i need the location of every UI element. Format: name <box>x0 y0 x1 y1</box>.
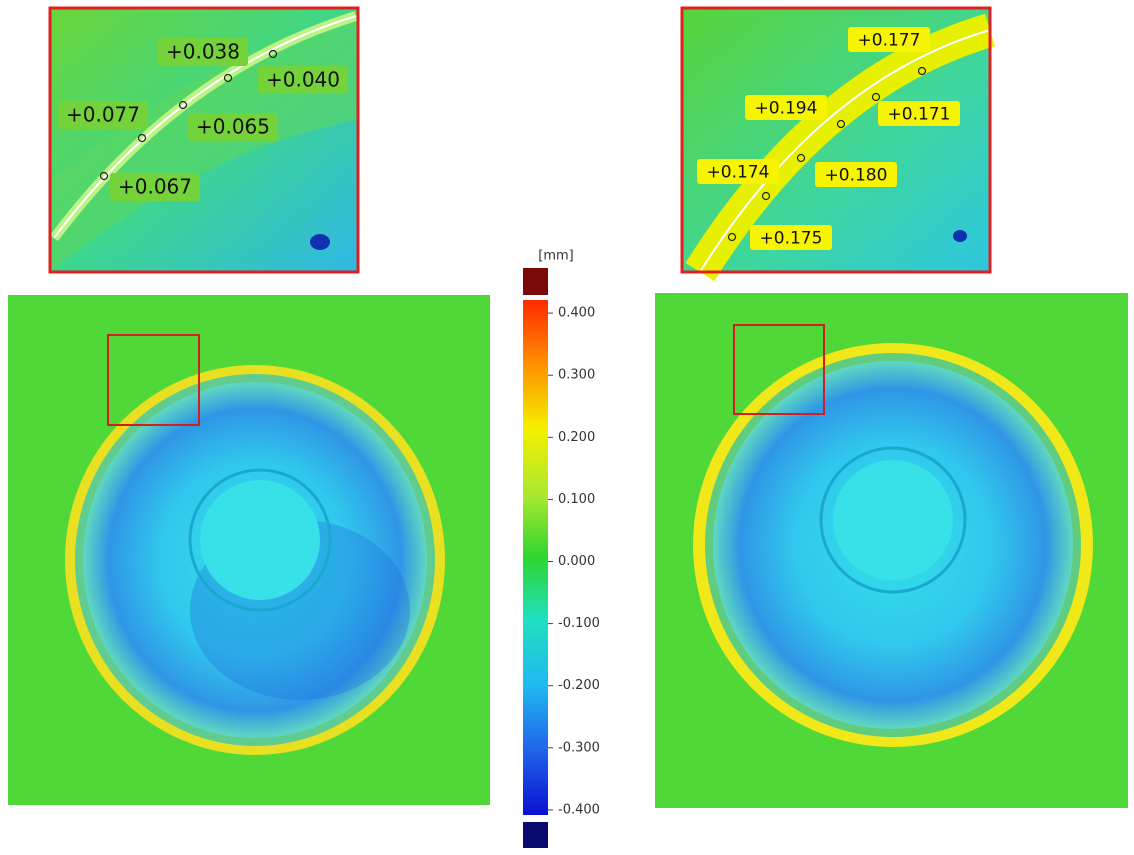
deviation-label: +0.180 <box>825 166 888 186</box>
deviation-label: +0.067 <box>118 175 192 199</box>
deviation-label: +0.177 <box>858 31 921 51</box>
deviation-label: +0.077 <box>66 103 140 127</box>
colorbar-tick-label: 0.400 <box>558 306 595 321</box>
deviation-label: +0.174 <box>707 163 770 183</box>
inset-right <box>682 8 990 272</box>
colorbar-tick-label: -0.400 <box>558 802 600 817</box>
deviation-label: +0.040 <box>266 68 340 92</box>
surface-right <box>655 293 1128 808</box>
colorbar-tick-label: 0.300 <box>558 368 595 383</box>
deviation-label: +0.194 <box>755 99 818 119</box>
colorbar-tick-label: -0.100 <box>558 616 600 631</box>
figure: [mm] 0.400 0.300 0.200 0.100 0.000 -0.100 -0.2… <box>0 0 1134 851</box>
colorbar-tick-label: -0.200 <box>558 678 600 693</box>
colorbar-tick-label: 0.000 <box>558 554 595 569</box>
colorbar: [mm] <box>523 249 574 849</box>
colorbar-tick-label: -0.300 <box>558 740 600 755</box>
page: [mm] 0.400 0.300 0.200 0.100 0.000 -0.100 -0.2… <box>0 0 1134 851</box>
colorbar-tick-label: 0.200 <box>558 430 595 445</box>
colorbar-unit: [mm] <box>538 249 573 264</box>
deviation-label: +0.175 <box>760 229 823 249</box>
deviation-label: +0.171 <box>888 105 951 125</box>
deviation-label: +0.065 <box>196 115 270 139</box>
colorbar-tick-label: 0.100 <box>558 492 595 507</box>
surface-left <box>8 295 490 805</box>
deviation-label: +0.038 <box>166 40 240 64</box>
